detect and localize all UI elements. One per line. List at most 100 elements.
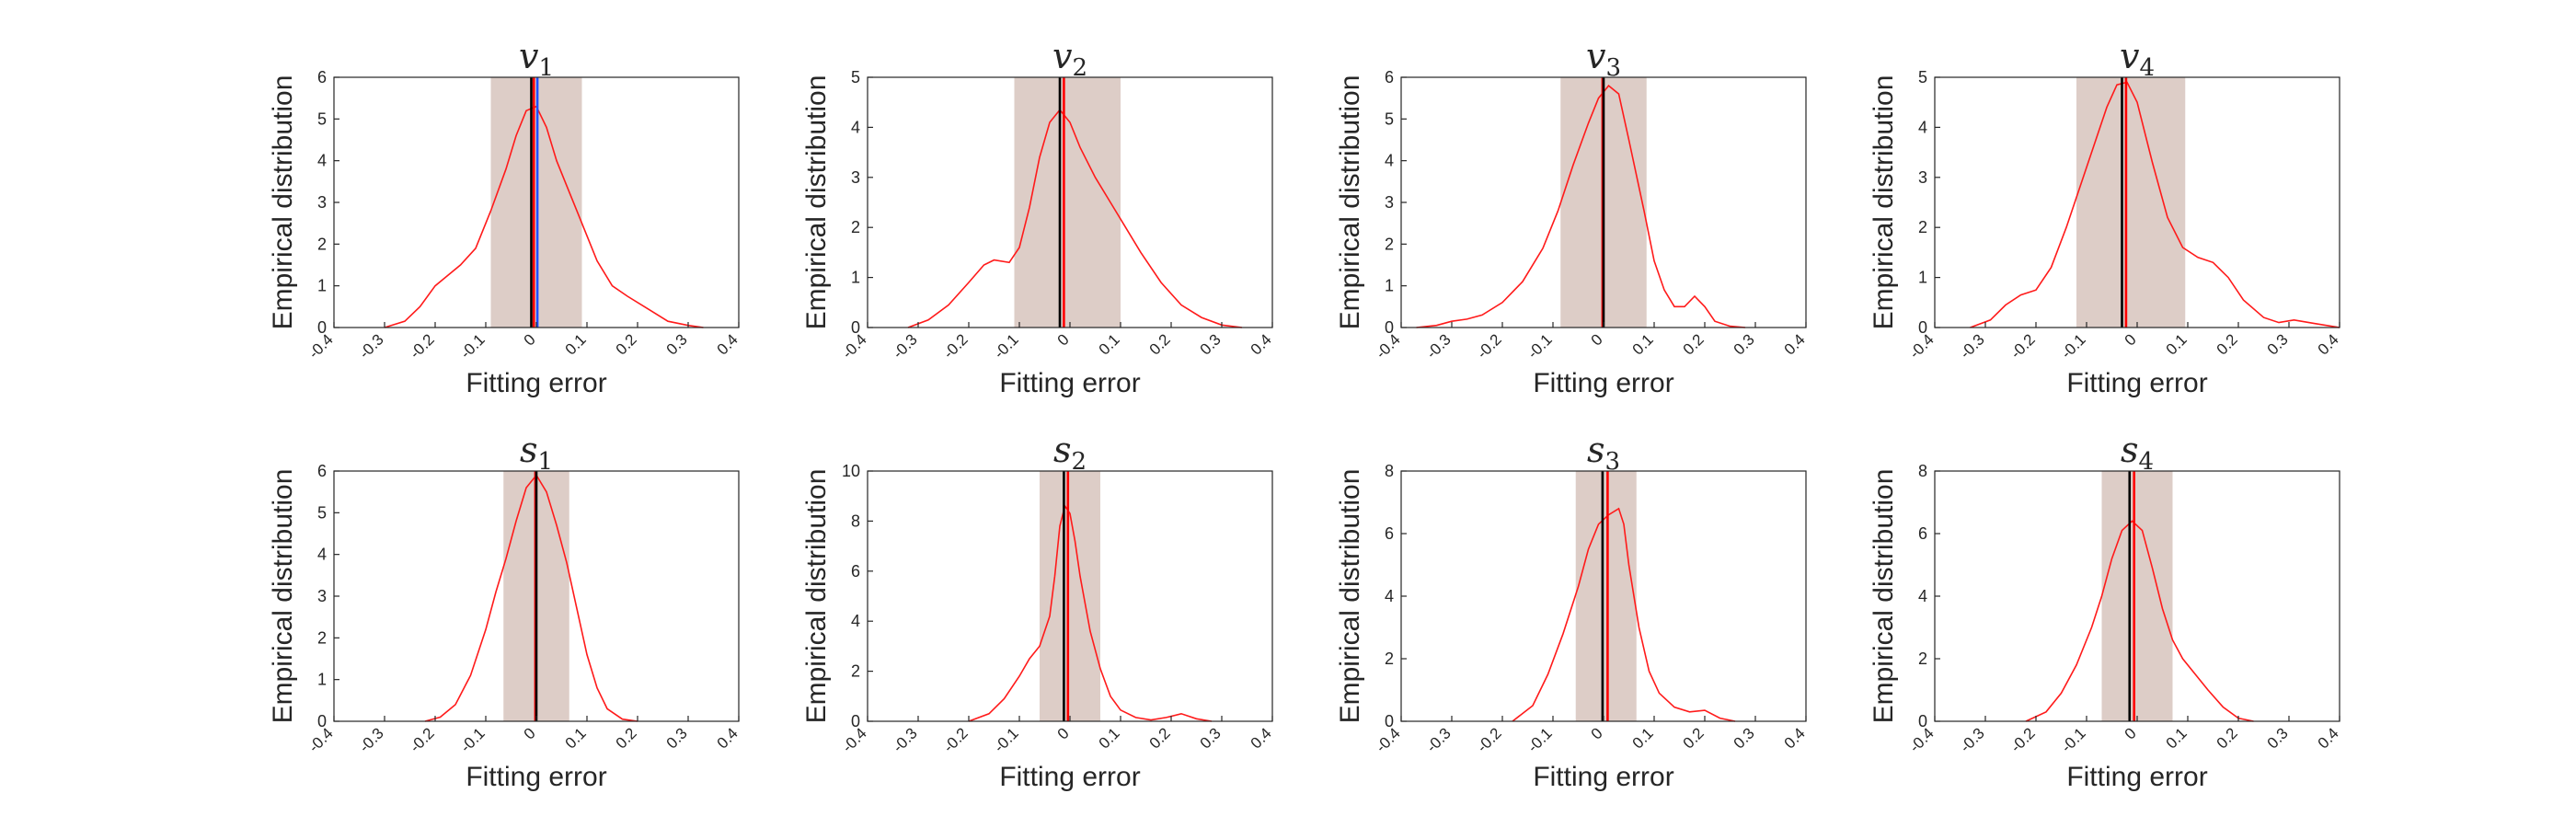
- y-tick-label: 4: [317, 152, 327, 170]
- x-tick-label: 0: [2122, 330, 2140, 349]
- x-tick-label: 0.3: [1731, 330, 1758, 358]
- subplot-v3: -0.4 -0.3 -0.2 -0.1 0 0.1 0.2 0.3 0.40123456Fitt…: [1335, 36, 1809, 398]
- x-tick-label: 0.4: [1248, 330, 1275, 358]
- x-tick-label: 0: [1588, 724, 1606, 742]
- x-tick-label: -0.1: [1524, 724, 1556, 755]
- x-tick-label: 0.1: [562, 330, 590, 358]
- density-curve: [1416, 84, 1746, 328]
- y-tick-label: 2: [1385, 235, 1394, 253]
- x-tick-label: -0.1: [2058, 330, 2089, 362]
- subplot-title: v1: [519, 36, 554, 82]
- shaded-band: [2076, 77, 2186, 328]
- title-variable: s: [1587, 430, 1605, 470]
- x-tick-label: -0.2: [1474, 330, 1505, 362]
- x-tick-label: 0.2: [1146, 724, 1174, 752]
- x-tick-label: 0.3: [663, 330, 691, 358]
- title-variable: v: [519, 36, 539, 76]
- x-tick-label: 0.1: [1629, 330, 1657, 358]
- x-tick-label: 0.2: [1680, 330, 1708, 358]
- y-tick-label: 8: [1385, 462, 1394, 480]
- y-tick-label: 2: [317, 235, 327, 253]
- y-tick-label: 3: [1918, 168, 1927, 187]
- y-axis-label: Empirical distribution: [268, 75, 298, 330]
- y-tick-label: 6: [1385, 68, 1394, 86]
- subplot-title: s4: [2121, 430, 2154, 476]
- title-subscript: 2: [1071, 448, 1087, 476]
- title-subscript: 1: [537, 448, 553, 476]
- y-tick-label: 2: [851, 218, 860, 236]
- x-tick-label: 0.2: [2214, 330, 2241, 358]
- y-axis-label: Empirical distribution: [268, 469, 298, 724]
- x-tick-label: 0: [521, 330, 539, 349]
- title-subscript: 3: [1604, 448, 1620, 476]
- x-tick-label: -0.2: [407, 724, 438, 755]
- y-tick-label: 6: [317, 462, 327, 480]
- shaded-band: [1040, 471, 1100, 721]
- y-tick-label: 4: [1385, 587, 1394, 605]
- x-tick-label: 0.4: [714, 724, 742, 752]
- x-tick-label: 0: [1054, 724, 1073, 742]
- x-tick-label: -0.3: [356, 330, 387, 362]
- y-tick-label: 5: [317, 109, 327, 128]
- y-tick-label: 5: [851, 68, 860, 86]
- subplot-title: v3: [1586, 36, 1621, 82]
- y-axis-label: Empirical distribution: [801, 75, 832, 330]
- x-axis-label: Fitting error: [1533, 368, 1673, 398]
- x-tick-label: 0.4: [1248, 724, 1275, 752]
- y-tick-label: 2: [317, 628, 327, 647]
- x-tick-label: -0.1: [457, 330, 489, 362]
- x-tick-label: 0.4: [714, 330, 742, 358]
- subplot-s2: -0.4 -0.3 -0.2 -0.1 0 0.1 0.2 0.3 0.40246810Fitt…: [801, 430, 1275, 792]
- shaded-band: [2101, 471, 2173, 721]
- title-subscript: 3: [1605, 54, 1621, 82]
- y-tick-label: 4: [1918, 587, 1927, 605]
- x-tick-label: 0: [521, 724, 539, 742]
- density-curve: [1970, 81, 2340, 328]
- subplot-v2: -0.4 -0.3 -0.2 -0.1 0 0.1 0.2 0.3 0.4012345Fitti…: [801, 36, 1275, 398]
- x-tick-label: 0.2: [613, 330, 640, 358]
- x-tick-label: -0.3: [1957, 330, 1988, 362]
- subplot-v1: -0.4 -0.3 -0.2 -0.1 0 0.1 0.2 0.3 0.40123456Fitt…: [268, 36, 742, 398]
- x-tick-label: 0: [1588, 330, 1606, 349]
- y-tick-label: 4: [851, 612, 860, 630]
- density-curve: [968, 504, 1213, 722]
- x-tick-label: 0.1: [1096, 724, 1123, 752]
- y-axis-label: Empirical distribution: [801, 469, 832, 724]
- subplot-title: s3: [1587, 430, 1620, 476]
- x-tick-label: 0.4: [1781, 330, 1809, 358]
- y-tick-label: 4: [851, 118, 860, 136]
- title-variable: v: [1052, 36, 1073, 76]
- y-tick-label: 1: [317, 277, 327, 295]
- y-tick-label: 0: [317, 318, 327, 337]
- x-tick-label: 0.3: [2264, 724, 2292, 752]
- title-variable: s: [520, 430, 538, 470]
- x-tick-label: -0.1: [2058, 724, 2089, 755]
- y-tick-label: 3: [851, 168, 860, 187]
- x-tick-label: 0.4: [2315, 330, 2342, 358]
- x-tick-label: 0.3: [2264, 330, 2292, 358]
- subplot-s1: -0.4 -0.3 -0.2 -0.1 0 0.1 0.2 0.3 0.40123456Fitt…: [268, 430, 742, 792]
- x-tick-label: -0.2: [407, 330, 438, 362]
- y-tick-label: 0: [1385, 318, 1394, 337]
- title-subscript: 4: [2138, 448, 2154, 476]
- y-tick-label: 6: [1918, 524, 1927, 543]
- y-axis-label: Empirical distribution: [1335, 469, 1365, 724]
- title-variable: s: [2121, 430, 2139, 470]
- x-tick-label: 0.1: [2163, 724, 2191, 752]
- x-tick-label: 0.3: [1197, 330, 1225, 358]
- x-tick-label: 0.3: [1731, 724, 1758, 752]
- y-tick-label: 4: [1918, 118, 1927, 136]
- y-tick-label: 4: [1385, 152, 1394, 170]
- y-tick-label: 2: [1918, 218, 1927, 236]
- title-variable: v: [1586, 36, 1606, 76]
- x-tick-label: -0.3: [356, 724, 387, 755]
- x-tick-label: 0.2: [1680, 724, 1708, 752]
- x-tick-label: 0: [2122, 724, 2140, 742]
- x-tick-label: -0.2: [1474, 724, 1505, 755]
- subplot-title: v4: [2120, 36, 2155, 82]
- density-curve: [384, 105, 704, 328]
- y-tick-label: 3: [317, 193, 327, 212]
- y-tick-label: 0: [1918, 712, 1927, 730]
- y-tick-label: 2: [1385, 650, 1394, 668]
- x-tick-label: -0.1: [457, 724, 489, 755]
